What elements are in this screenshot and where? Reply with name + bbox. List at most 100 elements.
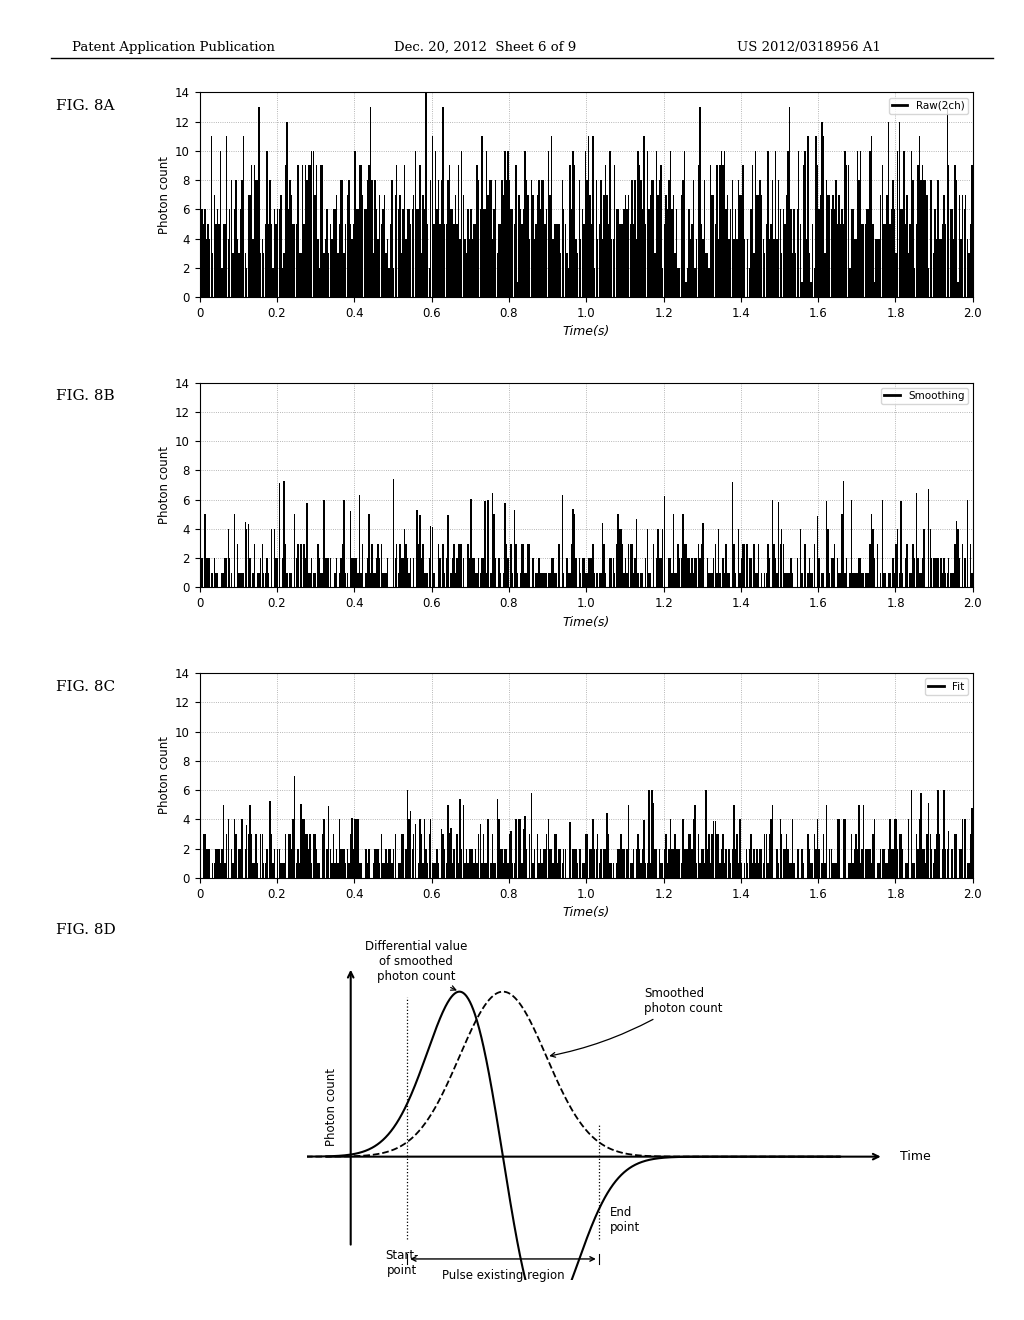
Bar bbox=[640, 863, 642, 878]
Bar bbox=[526, 180, 527, 297]
Bar bbox=[455, 195, 457, 297]
Bar bbox=[697, 544, 699, 587]
Bar bbox=[482, 210, 484, 297]
Text: Differential value
of smoothed
photon count: Differential value of smoothed photon co… bbox=[365, 940, 467, 990]
Bar bbox=[492, 834, 494, 878]
Bar bbox=[356, 820, 357, 878]
Bar bbox=[855, 834, 857, 878]
Bar bbox=[212, 573, 213, 587]
Bar bbox=[861, 224, 863, 297]
Bar bbox=[945, 224, 946, 297]
Bar bbox=[888, 573, 889, 587]
Bar bbox=[369, 515, 370, 587]
Bar bbox=[467, 210, 469, 297]
Bar bbox=[700, 224, 702, 297]
Bar bbox=[451, 210, 452, 297]
Bar bbox=[485, 863, 487, 878]
Bar bbox=[766, 834, 767, 878]
Bar bbox=[657, 195, 658, 297]
Bar bbox=[775, 150, 776, 297]
Bar bbox=[906, 544, 907, 587]
Bar bbox=[718, 834, 719, 878]
Bar bbox=[224, 863, 226, 878]
Bar bbox=[476, 165, 478, 297]
Bar bbox=[928, 803, 930, 878]
Bar bbox=[346, 573, 348, 587]
Bar bbox=[300, 253, 302, 297]
Bar bbox=[784, 573, 785, 587]
Bar bbox=[945, 849, 946, 878]
Bar bbox=[354, 820, 355, 878]
Bar bbox=[617, 515, 618, 587]
Bar bbox=[402, 210, 403, 297]
Bar bbox=[266, 558, 267, 587]
Bar bbox=[554, 224, 555, 297]
Bar bbox=[569, 573, 570, 587]
Bar bbox=[537, 834, 539, 878]
Bar bbox=[707, 253, 709, 297]
Bar bbox=[285, 165, 286, 297]
Bar bbox=[609, 558, 611, 587]
Bar bbox=[605, 165, 606, 297]
Bar bbox=[651, 180, 652, 297]
Bar bbox=[270, 834, 272, 878]
Bar bbox=[260, 834, 261, 878]
Bar bbox=[839, 573, 840, 587]
Bar bbox=[251, 834, 252, 878]
Bar bbox=[503, 863, 504, 878]
Bar bbox=[534, 849, 536, 878]
Bar bbox=[952, 573, 954, 587]
Bar bbox=[540, 210, 542, 297]
Bar bbox=[566, 558, 567, 587]
Bar bbox=[936, 558, 937, 587]
Bar bbox=[739, 195, 740, 297]
Bar bbox=[560, 849, 561, 878]
Bar bbox=[854, 239, 855, 297]
Bar bbox=[682, 515, 684, 587]
Bar bbox=[895, 544, 897, 587]
Bar bbox=[627, 210, 628, 297]
Bar bbox=[242, 180, 243, 297]
Bar bbox=[297, 165, 299, 297]
Bar bbox=[902, 849, 903, 878]
Bar bbox=[821, 121, 822, 297]
Bar bbox=[591, 849, 592, 878]
Bar bbox=[864, 849, 866, 878]
Text: FIG. 8A: FIG. 8A bbox=[56, 99, 115, 114]
Bar bbox=[309, 165, 311, 297]
Bar bbox=[911, 150, 912, 297]
Bar bbox=[515, 544, 516, 587]
Bar bbox=[229, 558, 230, 587]
Bar bbox=[561, 495, 563, 587]
Bar bbox=[751, 558, 752, 587]
Bar bbox=[866, 573, 867, 587]
Bar bbox=[863, 805, 864, 878]
Bar bbox=[284, 480, 285, 587]
Bar bbox=[570, 544, 572, 587]
Bar bbox=[428, 268, 430, 297]
Bar bbox=[843, 818, 845, 878]
Bar bbox=[308, 573, 309, 587]
Bar bbox=[840, 224, 842, 297]
Bar bbox=[518, 820, 519, 878]
Bar bbox=[203, 224, 204, 297]
Bar bbox=[781, 834, 782, 878]
Bar bbox=[267, 224, 269, 297]
Bar bbox=[445, 224, 446, 297]
Bar bbox=[270, 529, 272, 587]
Bar bbox=[806, 239, 807, 297]
Bar bbox=[439, 558, 440, 587]
Bar bbox=[636, 239, 637, 297]
Bar bbox=[757, 195, 758, 297]
Bar bbox=[962, 195, 964, 297]
Bar bbox=[221, 268, 223, 297]
Bar bbox=[514, 510, 515, 587]
Bar bbox=[378, 544, 379, 587]
Bar bbox=[296, 224, 297, 297]
Bar bbox=[821, 573, 822, 587]
Bar bbox=[318, 863, 321, 878]
Bar bbox=[572, 150, 573, 297]
Bar bbox=[442, 834, 443, 878]
Bar bbox=[206, 558, 207, 587]
Bar bbox=[730, 863, 731, 878]
